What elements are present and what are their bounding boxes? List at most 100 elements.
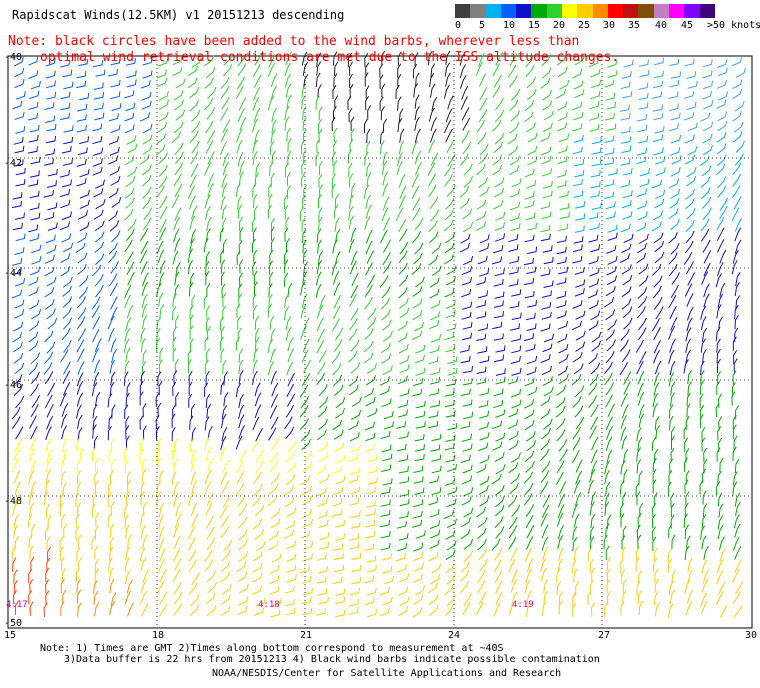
wind-barb: [44, 266, 55, 277]
wind-barb: [637, 243, 647, 254]
wind-barb: [60, 221, 71, 231]
wind-barb: [254, 52, 263, 66]
wind-barb: [270, 226, 275, 241]
wind-barb: [317, 406, 328, 418]
wind-barb: [670, 392, 676, 407]
wind-barb: [187, 349, 192, 364]
wind-barb: [655, 306, 664, 320]
wind-barb: [589, 373, 599, 386]
wind-barb: [220, 249, 225, 264]
wind-barb: [364, 296, 373, 310]
wind-barb: [124, 557, 130, 572]
wind-barb: [123, 371, 129, 386]
wind-barb: [204, 162, 212, 176]
wind-barb: [476, 377, 487, 385]
wind-barb: [140, 557, 147, 572]
wind-barb: [269, 271, 274, 287]
wind-barb: [540, 77, 551, 89]
wind-barb: [428, 254, 439, 266]
wind-barb: [190, 163, 199, 178]
wind-barb: [173, 326, 178, 341]
wind-barb: [460, 580, 469, 594]
wind-barb: [447, 368, 458, 376]
wind-barb: [604, 147, 615, 156]
wind-barb: [254, 327, 260, 342]
wind-barb: [331, 261, 338, 276]
wind-barb: [524, 200, 535, 209]
wind-barb: [623, 371, 632, 385]
wind-barb: [255, 449, 264, 463]
wind-barb: [284, 585, 295, 594]
wind-barb: [445, 477, 456, 486]
wind-barb: [671, 435, 675, 450]
wind-barb: [191, 57, 202, 68]
wind-barb: [382, 182, 389, 197]
wind-barb: [302, 461, 313, 473]
wind-barb: [462, 601, 471, 615]
wind-barb: [124, 404, 129, 419]
wind-barb: [556, 246, 567, 255]
wind-barb: [732, 336, 737, 351]
wind-barb: [574, 158, 585, 167]
wind-barb: [252, 139, 258, 154]
wind-barb: [686, 589, 694, 604]
wind-barb: [734, 523, 741, 538]
wind-barb: [205, 228, 211, 243]
wind-barb: [269, 249, 274, 265]
wind-barb: [123, 338, 130, 353]
wind-barb: [734, 304, 739, 320]
wind-barb: [636, 147, 647, 156]
wind-barb: [715, 402, 720, 418]
wind-barb: [126, 471, 131, 486]
wind-barb: [636, 156, 647, 165]
wind-barb: [30, 352, 41, 365]
wind-barb: [524, 234, 535, 243]
wind-barb: [350, 510, 361, 518]
wind-barb: [557, 66, 568, 78]
wind-barb: [411, 140, 418, 155]
wind-barb: [252, 86, 261, 101]
wind-barb: [45, 115, 56, 123]
wind-barb: [478, 52, 485, 67]
wind-barb: [350, 128, 355, 143]
wind-barb: [93, 209, 104, 220]
wind-barb: [590, 513, 596, 529]
wind-barb: [12, 257, 23, 266]
wind-barb: [703, 458, 708, 474]
wind-barb: [558, 439, 568, 452]
wind-barb: [636, 222, 647, 232]
wind-barb: [478, 442, 489, 452]
wind-barb: [572, 437, 581, 451]
wind-barb: [541, 504, 550, 518]
wind-barb: [574, 266, 585, 275]
wind-barb: [60, 413, 68, 429]
wind-barb: [555, 88, 566, 99]
wind-barb: [367, 454, 378, 463]
wind-barb: [701, 271, 709, 285]
wind-barb: [284, 598, 295, 607]
wind-barb: [430, 334, 442, 343]
wind-barb: [156, 240, 164, 255]
wind-barb: [319, 542, 330, 550]
wind-barb: [685, 230, 695, 244]
wind-barb: [350, 443, 361, 453]
wind-barb: [638, 135, 649, 144]
wind-barb: [190, 449, 197, 464]
wind-barb: [299, 384, 309, 398]
wind-barb: [699, 155, 710, 166]
wind-barb: [622, 190, 633, 199]
wind-barb: [511, 334, 522, 342]
wind-barb: [639, 178, 650, 188]
wind-barb: [575, 201, 586, 209]
wind-barb: [381, 160, 388, 175]
wind-barb: [63, 339, 72, 353]
wind-barb: [350, 307, 359, 321]
wind-barb: [430, 299, 441, 309]
wind-barb: [494, 222, 505, 231]
wind-barb: [700, 592, 708, 607]
wind-barb: [187, 248, 194, 263]
wind-barb: [542, 343, 553, 353]
wind-barb: [444, 288, 455, 298]
wind-barb: [398, 606, 409, 616]
wind-barb: [703, 262, 711, 277]
